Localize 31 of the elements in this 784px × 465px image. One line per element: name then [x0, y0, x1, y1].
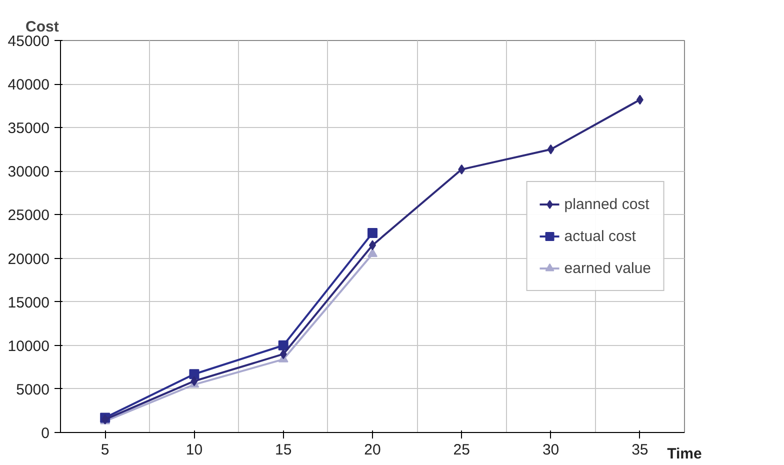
point — [636, 94, 644, 105]
x-tick-label: 10 — [186, 442, 203, 458]
y-axis-title: Cost — [26, 18, 59, 36]
y-tick-label: 35000 — [8, 120, 50, 138]
point — [458, 164, 466, 174]
point — [368, 228, 378, 238]
y-tick-label: 20000 — [8, 250, 50, 268]
y-tick-label: 10000 — [8, 338, 50, 355]
legend-label: earned value — [564, 260, 651, 276]
point — [190, 376, 198, 386]
x-tick-label: 20 — [364, 442, 381, 458]
x-tick-label: 5 — [100, 442, 110, 458]
y-tick-label: 30000 — [8, 164, 50, 181]
legend-label: actual cost — [564, 228, 636, 244]
x-tick-label: 30 — [542, 442, 560, 458]
legend-label: planned cost — [564, 196, 650, 212]
point — [278, 340, 288, 350]
x-tick-label: 15 — [275, 442, 292, 458]
point — [547, 144, 554, 154]
y-tick-label: 25000 — [8, 207, 50, 224]
point — [280, 349, 287, 360]
y-tick-label: 5000 — [16, 381, 50, 398]
y-tick-label: 0 — [41, 425, 50, 442]
point — [189, 369, 200, 380]
y-tick-label: 40000 — [8, 76, 50, 94]
x-tick-label: 35 — [632, 442, 648, 458]
x-axis-title: Time — [667, 446, 702, 462]
y-tick-label: 45000 — [8, 33, 50, 50]
point — [368, 248, 378, 258]
x-tick-label: 25 — [453, 442, 470, 458]
y-tick-label: 15000 — [8, 294, 50, 312]
